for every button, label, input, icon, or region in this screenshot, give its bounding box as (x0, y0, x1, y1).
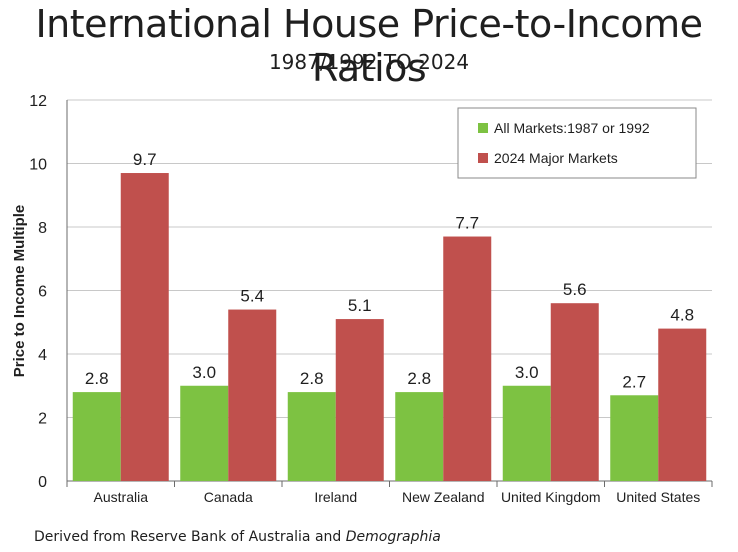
bar (550, 303, 599, 481)
bar (610, 395, 659, 481)
legend-entry: All Markets:1987 or 1992 (494, 120, 650, 136)
data-label: 7.7 (455, 214, 479, 233)
data-label: 5.1 (348, 296, 372, 315)
bar (658, 328, 707, 481)
y-tick-label: 0 (38, 474, 47, 491)
bar (180, 385, 229, 481)
y-tick-label: 2 (38, 411, 47, 428)
chart-title: International House Price-to-Income Rati… (35, 2, 703, 90)
data-label: 3.0 (192, 363, 216, 382)
bar (395, 392, 444, 481)
chart-subtitle: 1987/1992 TO 2024 (268, 50, 470, 74)
source-note: Derived from Reserve Bank of Australia a… (34, 529, 441, 545)
data-label: 9.7 (133, 150, 157, 169)
legend-entry: 2024 Major Markets (494, 150, 618, 166)
legend-box (457, 107, 697, 179)
data-label: 2.8 (300, 369, 324, 388)
y-tick-label: 10 (29, 157, 47, 174)
bar (228, 309, 277, 481)
x-tick-label: United States (616, 489, 700, 505)
bar (72, 392, 121, 481)
data-label: 3.0 (515, 363, 539, 382)
data-label: 2.8 (85, 369, 109, 388)
data-label: 2.7 (622, 372, 646, 391)
bar (443, 236, 492, 481)
data-label: 5.4 (240, 287, 264, 306)
source-note-text: Derived from Reserve Bank of Australia a… (34, 529, 346, 545)
bar (502, 385, 551, 481)
y-tick-label: 12 (29, 93, 47, 110)
legend-swatch (478, 153, 488, 163)
x-tick-label: Ireland (314, 489, 357, 505)
source-note-italic: Demographia (345, 529, 441, 545)
data-label: 4.8 (670, 306, 694, 325)
y-tick-label: 8 (38, 220, 47, 237)
x-tick-label: Australia (94, 489, 149, 505)
bar (120, 173, 169, 481)
data-label: 2.8 (407, 369, 431, 388)
y-tick-label: 4 (38, 347, 47, 364)
x-tick-label: United Kingdom (501, 489, 601, 505)
x-tick-label: Canada (204, 489, 253, 505)
legend-swatch (478, 123, 488, 133)
y-tick-label: 6 (38, 284, 47, 301)
x-tick-label: New Zealand (402, 489, 485, 505)
y-axis-title: Price to Income Multiple (11, 205, 28, 378)
bar (335, 319, 384, 481)
bar (287, 392, 336, 481)
data-label: 5.6 (563, 280, 587, 299)
